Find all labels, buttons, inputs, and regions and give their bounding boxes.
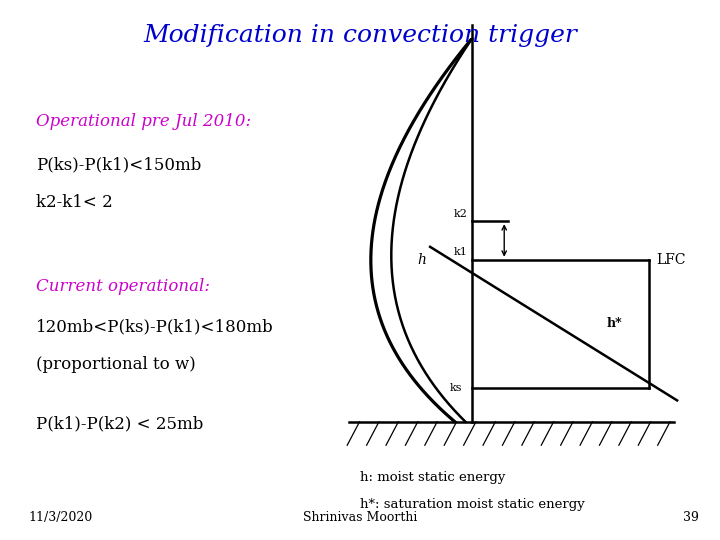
Text: Current operational:: Current operational: (36, 278, 210, 295)
Text: (proportional to w): (proportional to w) (36, 356, 196, 373)
Text: ks: ks (449, 383, 462, 393)
Text: 39: 39 (683, 511, 698, 524)
Text: Modification in convection trigger: Modification in convection trigger (143, 24, 577, 48)
Text: P(k1)-P(k2) < 25mb: P(k1)-P(k2) < 25mb (36, 415, 203, 433)
Text: LFC: LFC (656, 253, 685, 267)
Text: h*: saturation moist static energy: h*: saturation moist static energy (360, 498, 585, 511)
Text: 120mb<P(ks)-P(k1)<180mb: 120mb<P(ks)-P(k1)<180mb (36, 318, 274, 335)
Text: P(ks)-P(k1)<150mb: P(ks)-P(k1)<150mb (36, 156, 202, 173)
Text: h: h (418, 253, 426, 267)
Text: h: moist static energy: h: moist static energy (360, 471, 505, 484)
Text: k2: k2 (454, 209, 467, 219)
Text: Shrinivas Moorthi: Shrinivas Moorthi (303, 511, 417, 524)
Text: k1: k1 (454, 247, 467, 258)
Text: k2-k1< 2: k2-k1< 2 (36, 194, 113, 211)
Text: h*: h* (606, 317, 622, 330)
Text: Operational pre Jul 2010:: Operational pre Jul 2010: (36, 113, 251, 130)
Text: 11/3/2020: 11/3/2020 (29, 511, 93, 524)
